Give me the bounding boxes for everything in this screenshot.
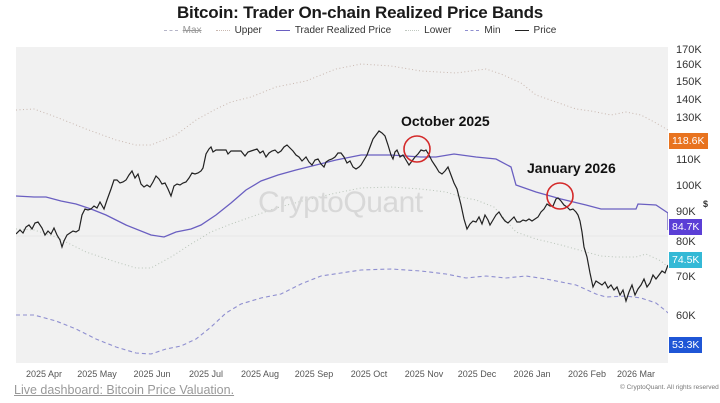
legend-item-lower[interactable]: Lower <box>405 25 451 36</box>
y-tick: 90K <box>676 206 696 218</box>
x-tick: 2025 Dec <box>457 369 497 379</box>
solid-line-icon <box>514 30 529 31</box>
x-tick: 2025 Oct <box>350 369 388 379</box>
x-tick: 2026 Jan <box>513 369 551 379</box>
badge-upper-value: 118.6K <box>669 133 708 149</box>
y-tick: 130K <box>676 112 702 124</box>
annotation-circle-january <box>546 182 574 210</box>
legend-item-price[interactable]: Price <box>514 25 557 36</box>
badge-lower-value: 74.5K <box>669 252 703 268</box>
x-tick: 2025 Jul <box>188 369 224 379</box>
lower-band-line <box>16 186 668 269</box>
plot-area[interactable] <box>16 47 668 363</box>
x-tick: 2025 Sep <box>294 369 334 379</box>
live-dashboard-link[interactable]: Live dashboard: Bitcoin Price Valuation. <box>14 383 235 397</box>
currency-symbol: $ <box>703 199 709 209</box>
legend-item-max[interactable]: Max <box>163 25 202 36</box>
x-tick: 2025 Aug <box>240 369 280 379</box>
y-tick: 140K <box>676 94 702 106</box>
copyright-notice: © CryptoQuant. All rights reserved <box>620 384 719 391</box>
x-tick: 2025 Apr <box>25 369 63 379</box>
min-band-line <box>16 268 668 355</box>
y-tick: 60K <box>676 310 696 322</box>
chart-title: Bitcoin: Trader On-chain Realized Price … <box>176 3 544 22</box>
upper-band-line <box>16 63 668 146</box>
y-tick: 110K <box>676 154 701 166</box>
legend: Max Upper Trader Realized Price Lower Mi… <box>0 25 720 36</box>
x-tick: 2026 Feb <box>567 369 607 379</box>
y-tick: 150K <box>676 76 702 88</box>
legend-label: Max <box>182 25 202 36</box>
dashed-line-icon <box>163 30 178 31</box>
legend-item-upper[interactable]: Upper <box>215 25 262 36</box>
legend-label: Min <box>484 25 501 36</box>
dotted-line-icon <box>215 30 230 31</box>
solid-line-icon <box>275 30 290 31</box>
legend-label: Lower <box>424 25 452 36</box>
y-tick: 100K <box>676 180 702 192</box>
legend-label: Price <box>533 25 557 36</box>
legend-label: Upper <box>234 25 262 36</box>
annotation-circle-october <box>403 135 431 163</box>
annotation-january-2026: January 2026 <box>527 160 616 176</box>
annotation-october-2025: October 2025 <box>401 113 490 129</box>
x-tick: 2025 May <box>77 369 117 379</box>
price-line <box>16 130 668 304</box>
badge-min-value: 53.3K <box>669 337 703 353</box>
dashed-line-icon <box>465 30 480 31</box>
y-tick: 70K <box>676 271 696 283</box>
x-tick: 2025 Jun <box>133 369 171 379</box>
badge-trader-realized-price-value: 84.7K <box>669 219 703 235</box>
legend-item-trader-realized-price[interactable]: Trader Realized Price <box>275 25 392 36</box>
y-tick: 160K <box>676 59 702 71</box>
x-tick: 2026 Mar <box>616 369 656 379</box>
y-tick: 80K <box>676 236 696 248</box>
dotted-line-icon <box>405 30 420 31</box>
y-tick: 170K <box>676 44 702 56</box>
legend-label: Trader Realized Price <box>294 25 392 36</box>
watermark: CryptoQuant <box>258 186 423 219</box>
chart-lines <box>16 63 668 355</box>
x-tick: 2025 Nov <box>404 369 444 379</box>
legend-item-min[interactable]: Min <box>465 25 501 36</box>
